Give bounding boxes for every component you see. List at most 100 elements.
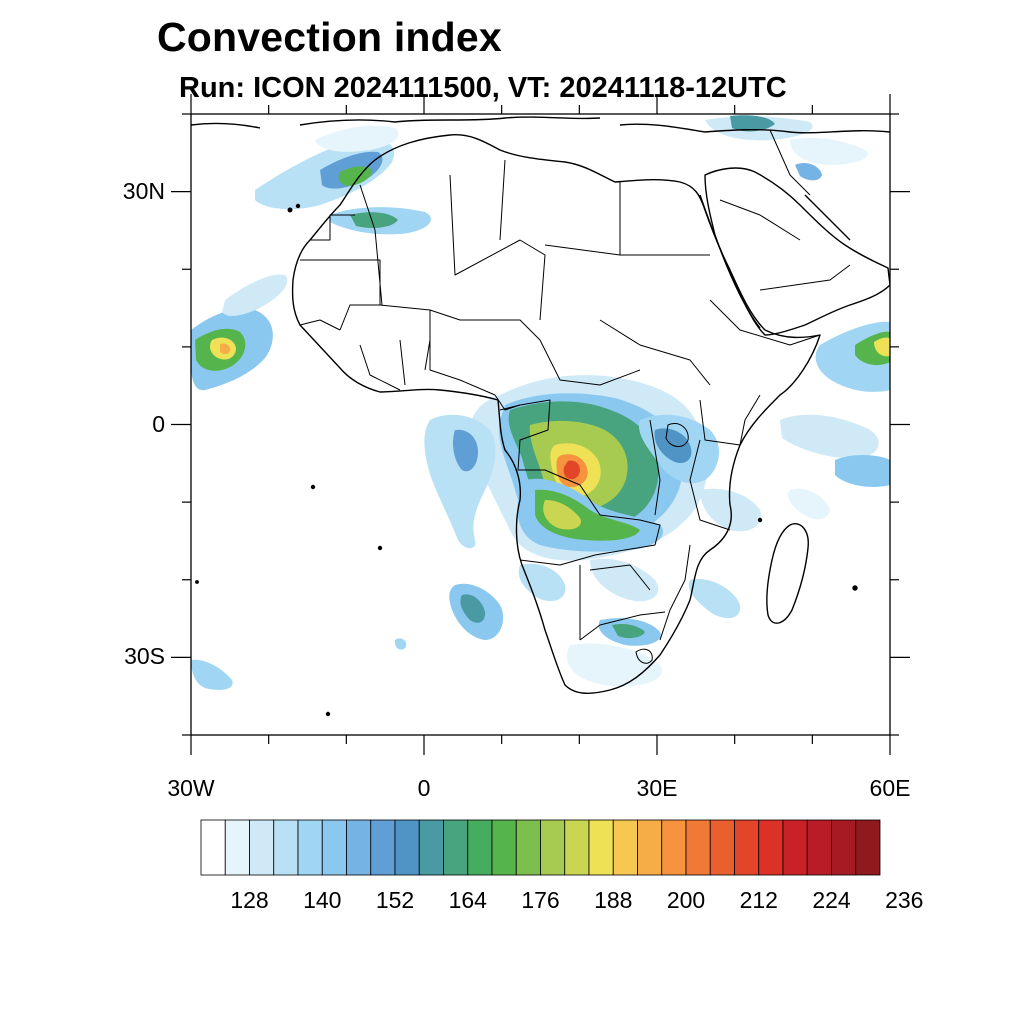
colorbar-tick-label: 200 <box>666 887 706 913</box>
africa-coastline <box>291 134 821 694</box>
border-niger-chad <box>519 239 546 321</box>
colorbar-swatch <box>346 819 372 876</box>
lon-tick-label: 30W <box>167 775 215 801</box>
madagascar-coastline <box>766 523 809 624</box>
border-cameroon <box>494 394 521 411</box>
colorbar-swatch <box>321 819 347 876</box>
convection-blob-gulf <box>795 163 822 181</box>
convection-blob-south-atlantic-small <box>394 638 407 650</box>
border-angola-namibia <box>519 554 596 566</box>
convection-blob-indian-ocean-south <box>835 455 890 487</box>
convection-blob-congo-red <box>563 460 580 480</box>
colorbar-swatch <box>588 819 614 876</box>
island <box>757 517 763 523</box>
convection-blob-mediterranean-west <box>315 125 399 152</box>
lon-tick-label: 60E <box>869 775 911 801</box>
colorbar-tick-label: 164 <box>448 887 487 913</box>
convection-blob-arabian-north-inner <box>730 115 775 132</box>
colorbar-swatch <box>540 819 566 876</box>
lat-tick-label: 30N <box>122 177 165 204</box>
colorbar-tick-label: 236 <box>885 887 924 913</box>
colorbar-swatch <box>297 819 323 876</box>
border-arabia <box>719 199 851 291</box>
colorbar-swatch <box>806 819 832 876</box>
colorbar-swatch <box>491 819 517 876</box>
colorbar-tick-label: 176 <box>521 887 560 913</box>
convection-blob-south-atlantic-inner <box>460 594 486 623</box>
colorbar-swatch <box>515 819 541 876</box>
colorbar-swatch <box>564 819 590 876</box>
colorbar-swatch <box>831 819 857 876</box>
colorbar-swatch <box>709 819 735 876</box>
colorbar-boxes <box>200 819 881 876</box>
island <box>195 580 199 584</box>
axis-ticks <box>171 94 910 755</box>
colorbar-tick-label: 188 <box>594 887 633 913</box>
convection-blob-atlantic-streak <box>222 274 288 316</box>
border-south-africa <box>579 611 666 641</box>
border-sahel <box>379 304 541 341</box>
convection-blob-western-sahara-inner <box>350 212 398 228</box>
border-sudan <box>544 244 710 256</box>
lat-tick-label: 30S <box>124 643 165 670</box>
colorbar-swatch <box>443 819 469 876</box>
island <box>325 711 331 717</box>
colorbar-swatch <box>661 819 687 876</box>
lon-tick-label: 0 <box>417 775 431 801</box>
colorbar-swatch <box>418 819 444 876</box>
border-libya-egypt <box>499 159 621 255</box>
colorbar-swatch <box>637 819 663 876</box>
colorbar-tick-label: 128 <box>230 887 269 913</box>
colorbar-swatch <box>273 819 299 876</box>
border-somalia <box>739 394 761 446</box>
map-subtitle: Run: ICON 2024111500, VT: 20241118-12UTC <box>179 72 787 104</box>
country-borders <box>299 129 851 664</box>
map-title: Convection index <box>157 14 502 60</box>
island <box>287 207 293 213</box>
colorbar-tick-label: 152 <box>375 887 415 913</box>
island <box>377 545 383 551</box>
persian-gulf-coast <box>804 194 851 241</box>
convection-blob-botswana <box>590 558 659 602</box>
border-mozambique <box>659 544 691 641</box>
colorbar-swatch <box>467 819 493 876</box>
island <box>852 585 858 591</box>
border-drc-congo <box>499 399 601 516</box>
convection-field <box>191 115 890 690</box>
colorbar-tick-label: 212 <box>739 887 778 913</box>
lesotho <box>635 648 653 664</box>
border-kenya <box>699 399 741 446</box>
convection-blob-namibia <box>518 563 566 602</box>
colorbar-tick-label: 224 <box>812 887 851 913</box>
colorbar-swatch <box>394 819 420 876</box>
convection-blob-madagascar-east <box>788 488 830 520</box>
border-west-africa <box>299 319 431 391</box>
colorbar-swatch <box>612 819 638 876</box>
border-chad-car <box>539 339 641 386</box>
europe-coastline <box>191 116 890 134</box>
border-western-sahara <box>310 214 355 241</box>
convection-blob-south-atlantic-west <box>191 659 233 690</box>
red-sea-coast <box>699 194 761 329</box>
colorbar-swatch <box>200 819 226 876</box>
convection-blob-arabian-sea-yellow <box>874 337 890 357</box>
coastlines <box>191 116 890 717</box>
colorbar-swatch <box>370 819 396 876</box>
island <box>310 484 316 490</box>
lat-tick-label: 0 <box>152 410 165 437</box>
colorbar-swatch <box>855 819 881 876</box>
convection-blob-indian-ocean-east <box>780 414 879 459</box>
convection-blob-tropical-atlantic-orange <box>220 343 231 354</box>
lake-victoria <box>665 423 689 447</box>
border-drc-east <box>649 419 661 516</box>
colorbar-swatch <box>782 819 808 876</box>
lon-tick-label: 30E <box>636 775 678 801</box>
border-angola-zambia <box>594 514 661 556</box>
colorbar-tick-label: 140 <box>303 887 342 913</box>
colorbar-swatch <box>249 819 275 876</box>
island <box>295 203 301 209</box>
convection-blob-mozambique-channel <box>688 579 741 619</box>
border-south-sudan <box>599 319 711 386</box>
